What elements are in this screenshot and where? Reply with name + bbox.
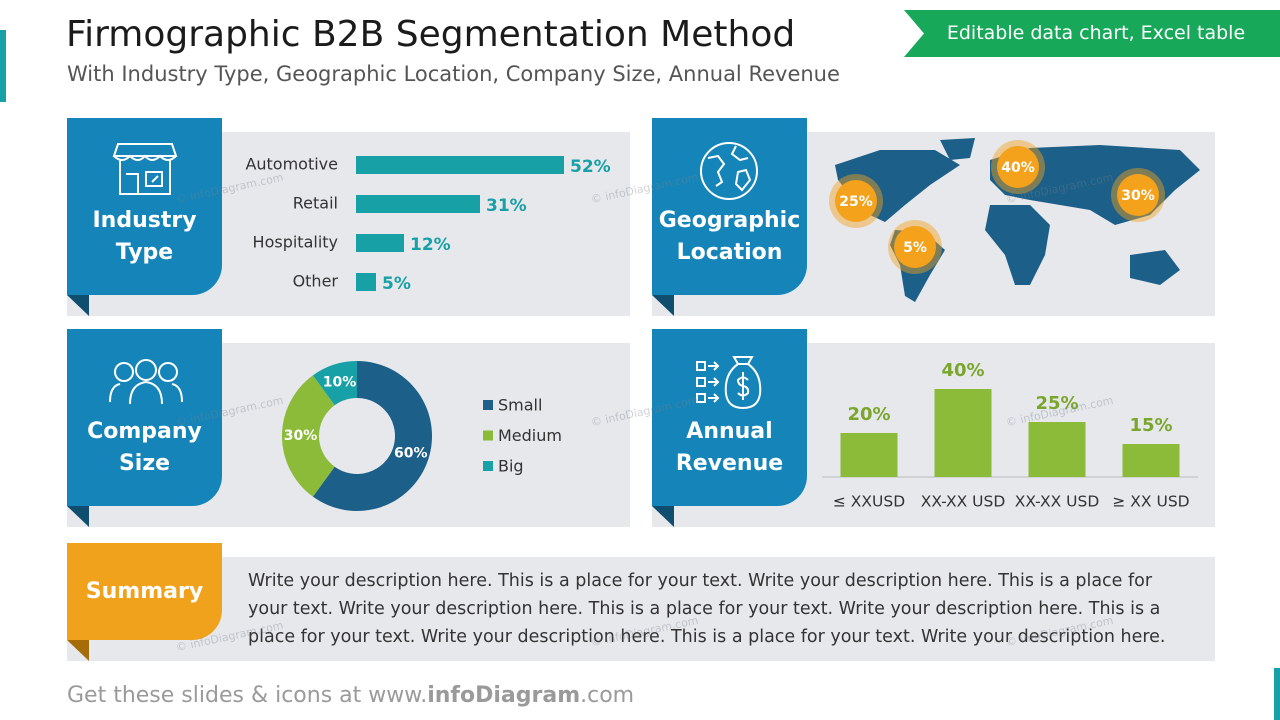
bubble bbox=[894, 226, 936, 268]
tab: Industry Type bbox=[67, 118, 222, 295]
legend-label: Medium bbox=[498, 426, 562, 445]
continent bbox=[1130, 250, 1180, 285]
tab: Summary bbox=[67, 543, 222, 640]
bar bbox=[356, 156, 564, 174]
legend-swatch bbox=[483, 461, 493, 471]
tab: Annual Revenue bbox=[652, 329, 807, 506]
badge-text: Editable data chart, Excel table bbox=[946, 22, 1246, 44]
legend-label: Small bbox=[498, 396, 542, 415]
bar bbox=[1122, 444, 1180, 477]
bar bbox=[840, 433, 898, 477]
panel-title: Geographic Location bbox=[658, 207, 801, 265]
legend-label: Big bbox=[498, 457, 524, 476]
icon-store bbox=[112, 143, 178, 195]
tab-fold bbox=[67, 506, 89, 527]
bar bbox=[356, 273, 376, 291]
footer-text: .com bbox=[580, 683, 635, 708]
legend-swatch bbox=[483, 400, 493, 410]
value-label: 12% bbox=[410, 235, 451, 255]
value-label: 15% bbox=[1129, 415, 1172, 436]
continent bbox=[940, 138, 975, 160]
value-label: 20% bbox=[847, 404, 890, 425]
badge-shape bbox=[904, 10, 1280, 57]
bar bbox=[356, 234, 404, 252]
edge-marker bbox=[1274, 668, 1280, 720]
value-label: 40% bbox=[941, 360, 984, 381]
bubble bbox=[997, 146, 1039, 188]
summary-title: Summary bbox=[85, 578, 204, 604]
footer-brand: infoDiagram bbox=[427, 683, 581, 708]
tab: Geographic Location bbox=[652, 118, 807, 295]
summary-text: Write your description here. This is a p… bbox=[248, 571, 1166, 647]
tab-fold bbox=[67, 640, 89, 661]
category-label: Retail bbox=[293, 194, 338, 213]
category-label: ≤ XXUSD bbox=[833, 493, 905, 511]
value-label: 60% bbox=[394, 445, 428, 461]
category-label: Automotive bbox=[245, 155, 338, 174]
badge-bg bbox=[904, 10, 1280, 57]
category-label: Other bbox=[293, 272, 339, 291]
subtitle: With Industry Type, Geographic Location,… bbox=[67, 62, 840, 86]
panel-title: Industry Type bbox=[92, 207, 197, 265]
edge-marker bbox=[0, 30, 6, 102]
bubble bbox=[1117, 174, 1159, 216]
donut-slice bbox=[312, 361, 433, 512]
panel-title: Company Size bbox=[87, 418, 202, 476]
value-label: 31% bbox=[486, 196, 527, 216]
continent bbox=[985, 205, 1050, 285]
value-label: 25% bbox=[1035, 393, 1078, 414]
value-label: 25% bbox=[839, 194, 873, 210]
title: Firmographic B2B Segmentation Method bbox=[66, 14, 796, 55]
category-label: Hospitality bbox=[253, 233, 338, 252]
legend-swatch bbox=[483, 430, 493, 441]
value-label: 10% bbox=[323, 374, 357, 390]
value-label: 40% bbox=[1001, 160, 1035, 176]
category-label: XX-XX USD bbox=[1015, 493, 1100, 511]
category-label: XX-XX USD bbox=[921, 493, 1006, 511]
bubble bbox=[835, 180, 877, 222]
bar bbox=[356, 195, 480, 213]
donut-slice bbox=[282, 375, 335, 497]
category-label: ≥ XX USD bbox=[1112, 493, 1189, 511]
footer-text: Get these slides & icons at www. bbox=[67, 683, 428, 708]
icon-globe bbox=[700, 142, 758, 200]
tab-fold bbox=[67, 295, 89, 316]
icon-money bbox=[696, 356, 762, 410]
tab: Company Size bbox=[67, 329, 222, 506]
value-label: 30% bbox=[1121, 188, 1155, 204]
donut-slice bbox=[312, 361, 357, 406]
value-label: 30% bbox=[284, 428, 318, 444]
value-label: 5% bbox=[382, 274, 411, 294]
value-label: 52% bbox=[570, 157, 611, 177]
footer: Get these slides & icons at www.infoDiag… bbox=[67, 683, 634, 708]
bar bbox=[934, 389, 992, 477]
value-label: 5% bbox=[903, 240, 927, 256]
bar bbox=[1028, 422, 1086, 477]
panel-bg bbox=[67, 557, 1215, 661]
tab-fold bbox=[652, 506, 674, 527]
icon-people bbox=[109, 359, 183, 405]
tab-fold bbox=[652, 295, 674, 316]
panel-title: Annual Revenue bbox=[675, 418, 784, 476]
